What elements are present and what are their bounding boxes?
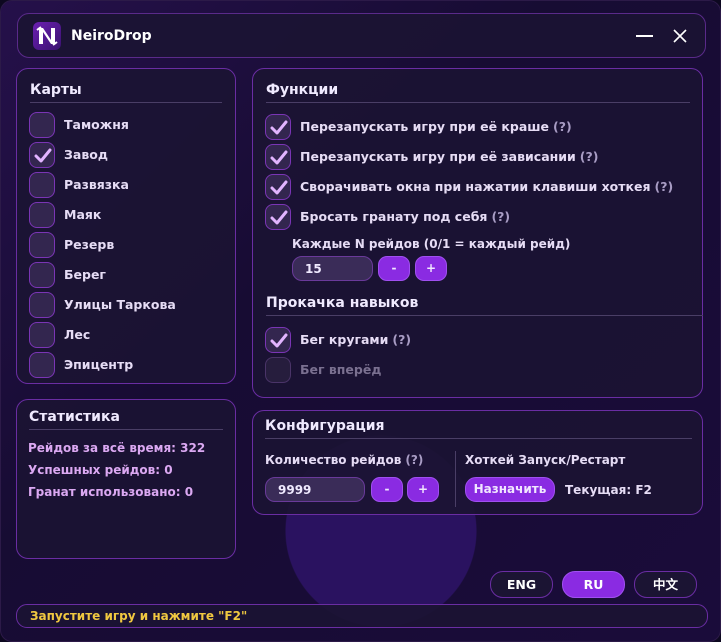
lang-eng-button[interactable]: ENG bbox=[490, 571, 553, 598]
help-icon[interactable]: (?) bbox=[405, 453, 424, 467]
lang-zh-button[interactable]: 中文 bbox=[634, 571, 697, 598]
map-4-label: Резерв bbox=[64, 237, 114, 252]
label-text: Резерв bbox=[64, 237, 115, 252]
raids-decrement-button[interactable]: - bbox=[371, 477, 403, 502]
divider bbox=[266, 102, 690, 103]
label-text: Завод bbox=[64, 147, 108, 162]
function-2-checkbox[interactable] bbox=[265, 174, 291, 200]
map-6-label: Улицы Таркова bbox=[64, 297, 176, 312]
skill-0-label: Бег кругами (?) bbox=[300, 332, 411, 347]
divider bbox=[265, 438, 692, 439]
label-text: Бросать гранату под себя bbox=[300, 209, 488, 224]
map-5-label: Берег bbox=[64, 267, 106, 282]
label-text: Бег вперёд bbox=[300, 362, 382, 377]
every-n-input[interactable]: 15 bbox=[292, 256, 373, 281]
every-n-label: Каждые N рейдов (0/1 = каждый рейд) bbox=[292, 237, 571, 251]
app-title: NeiroDrop bbox=[71, 28, 152, 44]
functions-panel: Функции Перезапускать игру при её краше(… bbox=[252, 68, 703, 398]
checkmark-icon bbox=[270, 150, 288, 165]
label-text: Маяк bbox=[64, 207, 102, 222]
map-8-label: Эпицентр bbox=[64, 357, 133, 372]
status-bar: Запустите игру и нажмите "F2" bbox=[16, 604, 708, 628]
function-2-label: Сворачивать окна при нажатии клавиши хот… bbox=[300, 179, 673, 194]
raids-count-text: Количество рейдов bbox=[265, 453, 402, 467]
function-1-label: Перезапускать игру при её зависании (?) bbox=[300, 149, 598, 164]
label-text: Таможня bbox=[64, 117, 129, 132]
raids-count-input[interactable]: 9999 bbox=[265, 477, 365, 502]
skills-title: Прокачка навыков bbox=[266, 295, 419, 311]
lang-ru-button[interactable]: RU bbox=[562, 571, 625, 598]
checkmark-icon bbox=[270, 210, 288, 225]
stats-panel: Статистика bbox=[16, 399, 236, 559]
raids-count-label: Количество рейдов (?) bbox=[265, 453, 423, 467]
label-text: Перезапускать игру при её зависании bbox=[300, 149, 576, 164]
stat-grenades-used: Гранат использовано: 0 bbox=[28, 485, 194, 499]
function-1-checkbox[interactable] bbox=[265, 144, 291, 170]
maps-panel: Карты Таможня Завод Развязка Маяк Резерв Бере… bbox=[16, 68, 236, 384]
help-icon[interactable]: (?) bbox=[654, 179, 674, 194]
close-icon[interactable] bbox=[672, 28, 688, 44]
map-8-checkbox[interactable] bbox=[29, 352, 55, 378]
map-3-checkbox[interactable] bbox=[29, 202, 55, 228]
divider bbox=[455, 451, 456, 507]
function-0-label: Перезапускать игру при её краше (?) bbox=[300, 119, 572, 134]
label-text: Улицы Таркова bbox=[64, 297, 176, 312]
map-7-checkbox[interactable] bbox=[29, 322, 55, 348]
raids-increment-button[interactable]: + bbox=[407, 477, 439, 502]
functions-title: Функции bbox=[266, 82, 339, 98]
hotkey-label: Хоткей Запуск/Рестарт bbox=[465, 453, 626, 467]
minimize-icon[interactable] bbox=[636, 35, 653, 37]
label-text: Сворачивать окна при нажатии клавиши хот… bbox=[300, 179, 651, 194]
label-text: Развязка bbox=[64, 177, 129, 192]
status-text: Запустите игру и нажмите "F2" bbox=[30, 609, 248, 623]
checkmark-icon bbox=[270, 333, 288, 348]
map-2-label: Развязка bbox=[64, 177, 129, 192]
help-icon[interactable]: (?) bbox=[392, 332, 412, 347]
stats-title: Статистика bbox=[29, 409, 120, 425]
help-icon[interactable]: (?) bbox=[553, 119, 572, 134]
divider bbox=[29, 429, 223, 430]
maps-title: Карты bbox=[30, 82, 82, 98]
every-n-decrement-button[interactable]: - bbox=[378, 256, 410, 281]
help-icon[interactable]: (?) bbox=[579, 149, 599, 164]
checkmark-icon bbox=[34, 148, 52, 163]
map-5-checkbox[interactable] bbox=[29, 262, 55, 288]
config-title: Конфигурация bbox=[265, 418, 385, 434]
map-2-checkbox[interactable] bbox=[29, 172, 55, 198]
function-0-checkbox[interactable] bbox=[265, 114, 291, 140]
function-3-label: Бросать гранату под себя (?) bbox=[300, 209, 510, 224]
label-text: Перезапускать игру при её краше bbox=[300, 119, 550, 134]
map-1-label: Завод bbox=[64, 147, 108, 162]
checkmark-icon bbox=[270, 120, 288, 135]
title-bar: NeiroDrop bbox=[17, 13, 706, 58]
label-text: Эпицентр bbox=[64, 357, 134, 372]
stat-total-raids: Рейдов за всё время: 322 bbox=[28, 441, 206, 455]
checkmark-icon bbox=[270, 180, 288, 195]
map-3-label: Маяк bbox=[64, 207, 101, 222]
function-3-checkbox[interactable] bbox=[265, 204, 291, 230]
current-hotkey: Текущая: F2 bbox=[565, 483, 652, 497]
map-6-checkbox[interactable] bbox=[29, 292, 55, 318]
label-text: Лес bbox=[64, 327, 91, 342]
label-text: Берег bbox=[64, 267, 106, 282]
skill-0-checkbox[interactable] bbox=[265, 327, 291, 353]
map-0-checkbox[interactable] bbox=[29, 112, 55, 138]
skill-1-checkbox bbox=[265, 357, 291, 383]
label-text: Бег кругами bbox=[300, 332, 389, 347]
every-n-increment-button[interactable]: + bbox=[415, 256, 447, 281]
map-7-label: Лес bbox=[64, 327, 90, 342]
skill-1-label: Бег вперёд bbox=[300, 362, 381, 377]
map-4-checkbox[interactable] bbox=[29, 232, 55, 258]
app-logo bbox=[33, 22, 61, 50]
map-1-checkbox[interactable] bbox=[29, 142, 55, 168]
config-panel: Конфигурация Количество рейдов (?) 9999 -… bbox=[252, 410, 703, 515]
stat-successful-raids: Успешных рейдов: 0 bbox=[28, 463, 173, 477]
assign-hotkey-button[interactable]: Назначить bbox=[465, 477, 555, 502]
help-icon[interactable]: (?) bbox=[491, 209, 511, 224]
divider bbox=[30, 102, 222, 103]
divider bbox=[266, 315, 703, 316]
map-0-label: Таможня bbox=[64, 117, 129, 132]
